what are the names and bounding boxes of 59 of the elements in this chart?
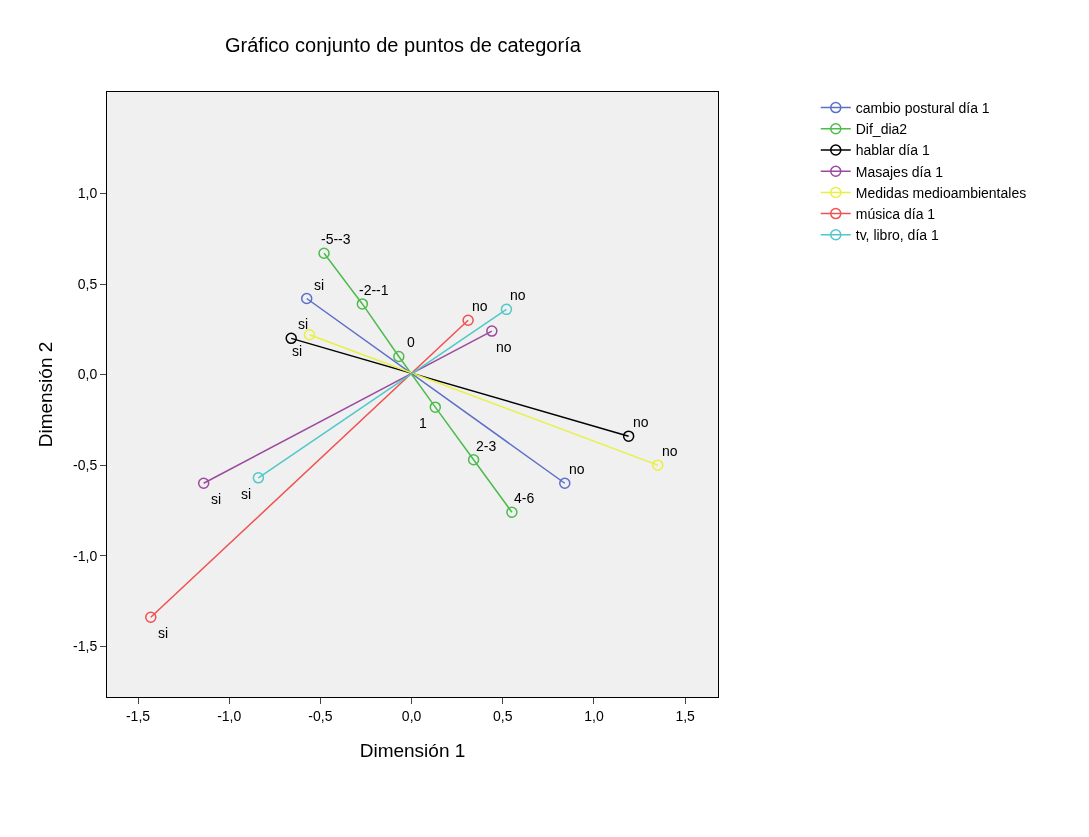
annotation: 0 [407, 334, 415, 350]
y-tick-label: 0,0 [77, 366, 98, 383]
annotation: 2-3 [476, 438, 497, 454]
x-tick-label: -1,5 [125, 707, 151, 724]
annotation: no [510, 287, 526, 303]
annotation: si [211, 491, 222, 507]
y-axis-title: Dimensión 2 [34, 341, 56, 448]
point [559, 477, 571, 490]
x-tick-label: 1,5 [675, 707, 696, 724]
annotation: si [292, 343, 303, 359]
point [252, 472, 265, 484]
annotation: 4-6 [514, 490, 535, 506]
point [462, 314, 474, 326]
x-tick-label: 1,0 [584, 707, 604, 724]
point [486, 325, 498, 337]
x-tick-label: -0,5 [308, 707, 333, 724]
annotation: no [662, 443, 678, 459]
legend-label: Masajes día 1 [855, 163, 944, 180]
legend-label: música día 1 [855, 206, 936, 223]
legend-label: tv, libro, día 1 [855, 227, 939, 244]
annotation: -5--3 [321, 231, 351, 247]
annotation: si [158, 625, 169, 641]
y-tick-label: 1,0 [77, 185, 98, 202]
y-tick-label: -1,5 [73, 638, 98, 655]
point [356, 298, 369, 310]
point [197, 477, 210, 490]
y-tick-label: -1,0 [73, 547, 98, 564]
point [500, 303, 513, 316]
point [652, 459, 664, 471]
point [622, 430, 635, 442]
point [506, 506, 518, 518]
point [300, 292, 313, 305]
annotation: si [241, 486, 252, 502]
point [145, 611, 157, 624]
annotation: si [314, 277, 325, 293]
legend-label: hablar día 1 [855, 142, 930, 159]
annotation: -2--1 [359, 282, 389, 298]
point [429, 401, 442, 413]
annotation: no [496, 339, 512, 355]
legend-label: Medidas medioambientales [855, 184, 1027, 201]
point [318, 247, 330, 259]
annotation: no [472, 298, 488, 314]
annotation: si [298, 316, 309, 332]
y-tick-label: -0,5 [73, 457, 98, 474]
annotation: 1 [419, 415, 427, 431]
legend-label: Dif_dia2 [855, 121, 908, 138]
x-tick-label: 0,0 [401, 707, 422, 724]
x-tick-label: -1,0 [217, 707, 242, 724]
x-axis-title: Dimensión 1 [359, 739, 466, 761]
point [285, 332, 297, 345]
point [303, 328, 316, 341]
annotation: no [569, 461, 585, 477]
point [467, 453, 480, 466]
y-tick-label: 0,5 [77, 275, 98, 292]
annotation: no [633, 414, 649, 430]
x-tick-label: 0,5 [493, 707, 513, 724]
legend-label: cambio postural día 1 [855, 100, 990, 117]
point [393, 350, 405, 363]
chart-title: Gráfico conjunto de puntos de categoría [225, 33, 582, 56]
